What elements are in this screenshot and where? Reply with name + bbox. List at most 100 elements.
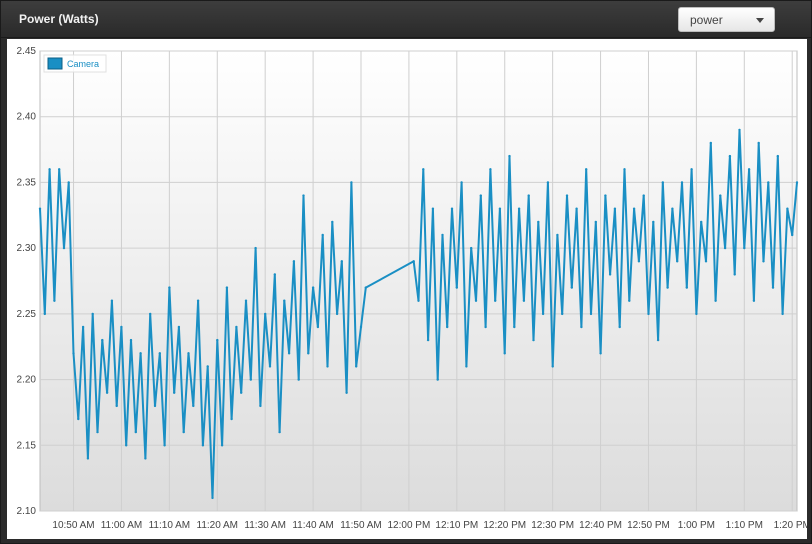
metric-dropdown[interactable]: power [678,7,775,32]
data-point [776,154,779,158]
data-point [72,352,75,355]
data-point [771,286,775,289]
data-point [527,194,530,197]
data-point [671,207,674,210]
data-point [498,207,502,210]
data-point [364,286,367,289]
data-point [38,207,42,210]
data-point [460,181,463,184]
data-point [446,325,449,329]
data-point [762,260,765,263]
data-point [91,312,94,316]
data-point [685,286,688,289]
data-point [359,325,363,329]
data-point [637,260,641,263]
data-point [791,233,794,237]
data-point [120,325,123,329]
data-point [551,365,554,368]
data-point [105,391,109,394]
data-point [470,246,473,250]
y-tick-label: 2.15 [17,440,37,451]
data-point [67,181,70,184]
data-point [187,352,190,355]
data-point [115,404,118,408]
data-point [537,220,540,224]
data-point [690,168,693,171]
data-point [62,246,66,250]
data-point [316,325,320,329]
data-point [647,312,650,316]
data-point [412,260,415,263]
data-point [101,338,104,342]
data-point [206,365,209,368]
data-point [278,430,281,434]
data-point [350,181,353,184]
data-point [307,352,310,355]
data-point [431,207,435,210]
data-point [575,207,578,210]
data-point [297,378,300,381]
data-point [714,299,717,302]
data-point [786,207,789,210]
data-point [723,246,727,250]
data-point [474,299,478,302]
data-point [666,286,669,289]
data-point [441,233,444,237]
data-point [158,352,161,355]
x-tick-label: 1:20 PM [774,520,807,531]
data-point [417,299,420,302]
x-tick-label: 11:50 AM [340,520,382,531]
data-point [709,141,712,145]
data-point [182,430,185,434]
series-line-camera [39,128,798,499]
data-point [283,299,286,302]
data-point [48,168,51,171]
x-tick-label: 1:00 PM [678,520,715,531]
chevron-down-icon [756,18,764,23]
data-point [110,299,114,302]
x-tick-label: 11:30 AM [244,520,286,531]
data-point [240,391,243,394]
data-point [570,286,573,289]
data-point [743,246,746,250]
data-point [58,168,61,171]
data-point [177,325,181,329]
y-tick-label: 2.10 [17,506,37,517]
data-point [795,181,799,184]
y-tick-label: 2.45 [17,46,37,57]
data-point [767,181,770,184]
data-point [484,325,487,329]
data-point [541,312,545,316]
data-point [618,325,621,329]
data-point [704,260,708,263]
data-point [513,325,516,329]
data-point [326,365,329,368]
data-point [201,444,205,447]
legend-swatch [47,57,63,70]
data-point [230,417,233,421]
data-point [532,338,535,342]
data-point [628,299,631,302]
data-point [192,404,195,408]
data-point [594,220,597,224]
data-point [355,365,358,368]
data-point [173,391,176,394]
data-point [235,325,238,329]
data-point [125,444,128,447]
x-tick-label: 11:20 AM [197,520,239,531]
data-point [546,181,550,184]
data-point [494,299,497,302]
data-point [335,312,339,316]
data-point [738,128,741,132]
data-point [139,352,142,355]
data-point [757,141,760,145]
chart-area: 2.10 2.15 2.20 2.25 2.30 2.35 2.40 2.45 10:50 AM… [7,39,811,539]
data-point [652,220,655,224]
data-point [225,286,229,289]
data-point [733,273,736,276]
data-point [264,312,267,316]
data-point [273,273,276,276]
data-point [623,168,626,171]
data-point [345,391,348,394]
y-tick-label: 2.40 [17,112,37,123]
